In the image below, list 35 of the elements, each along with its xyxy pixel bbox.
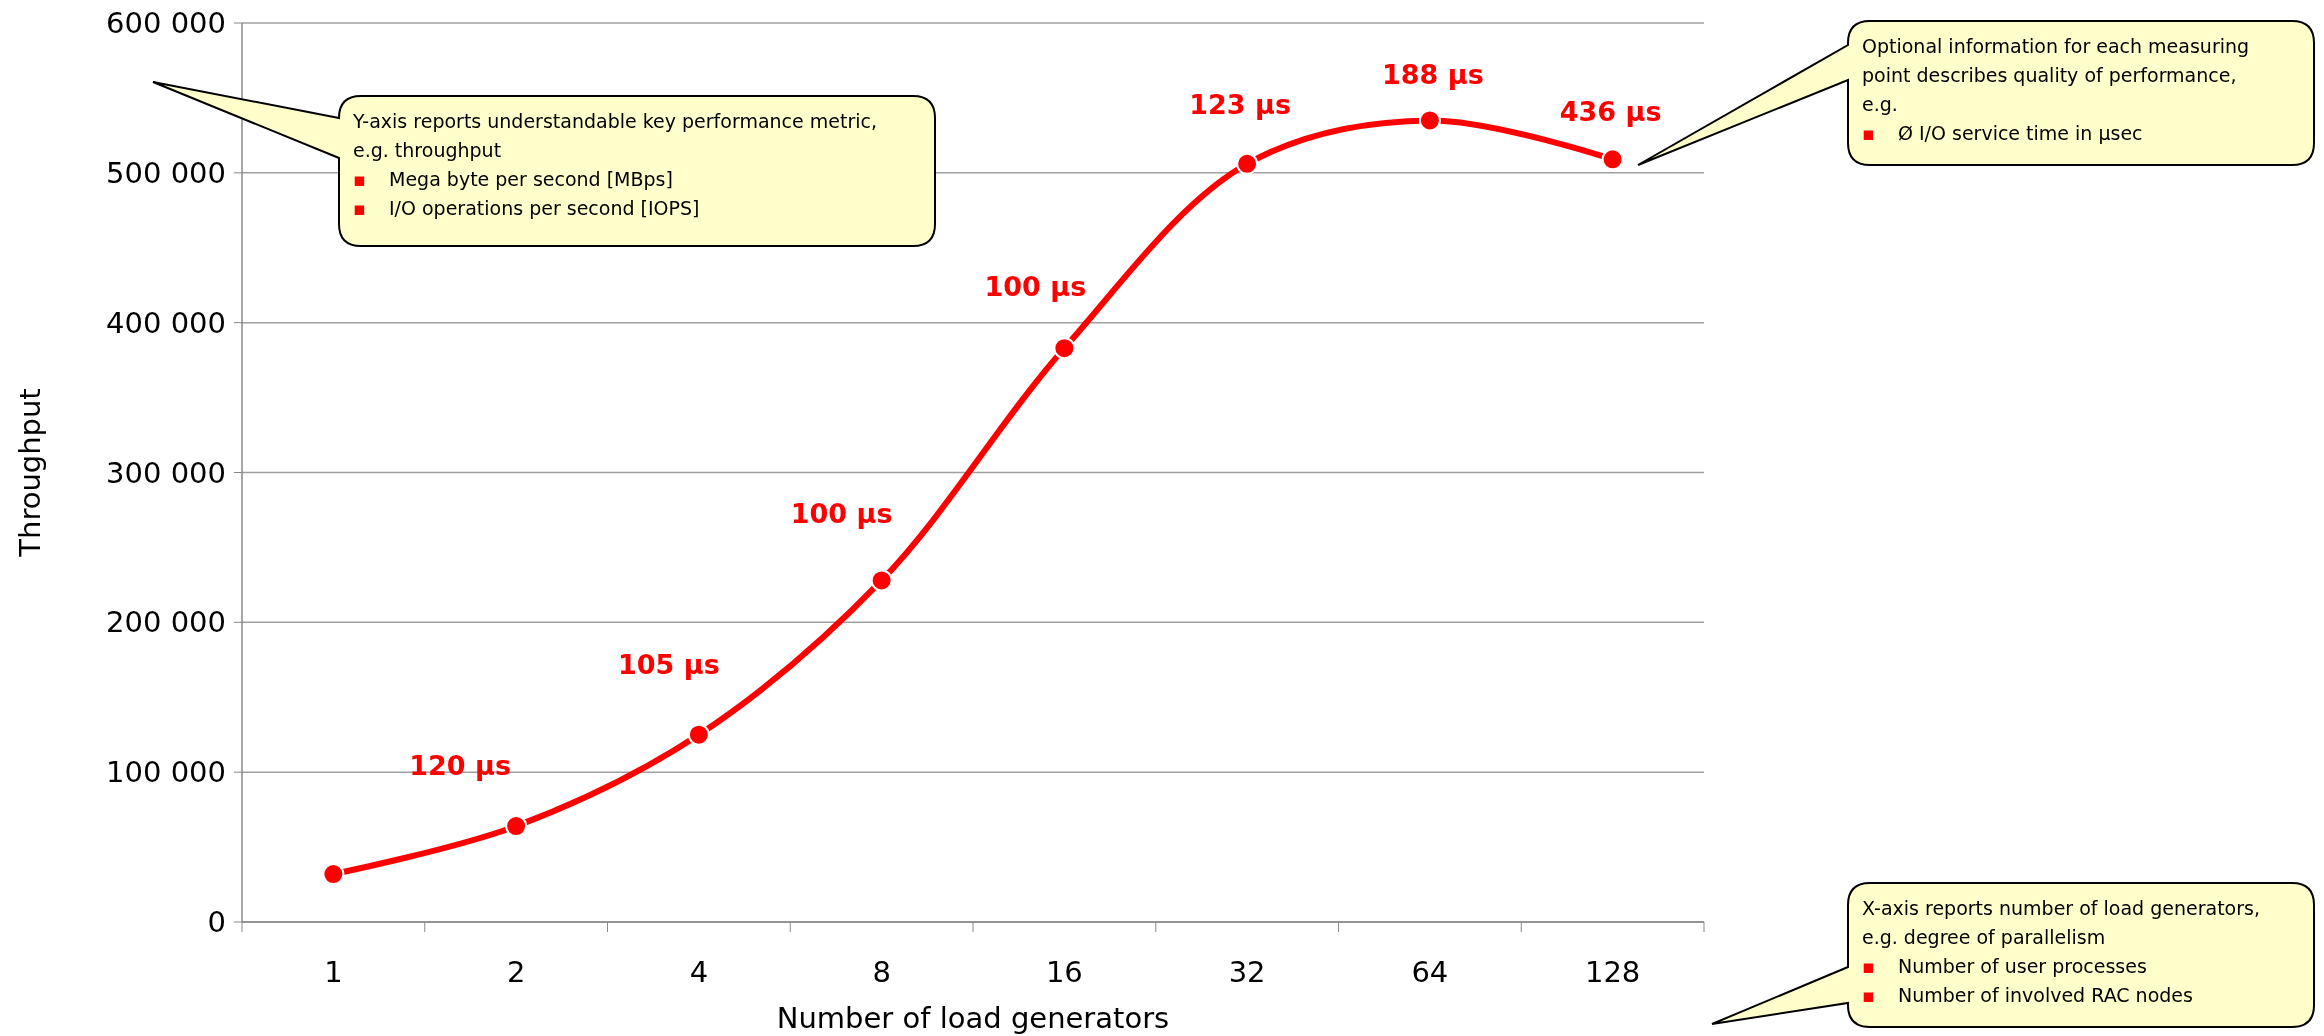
point: [505, 815, 528, 838]
annotation: 105 µs: [618, 648, 720, 680]
point: [687, 723, 710, 746]
point: [1418, 109, 1441, 132]
y-tick-label: 0: [207, 905, 226, 940]
point: [1601, 148, 1624, 171]
annotation: 100 µs: [790, 498, 893, 530]
x-tick-label: 2: [506, 955, 526, 989]
y-axis-title: Throughput: [13, 388, 47, 558]
y-tick-label: 500 000: [106, 155, 226, 190]
x-tick-label: 32: [1228, 955, 1266, 989]
point: [870, 569, 893, 592]
y-tick-label: 400 000: [106, 305, 226, 340]
x-tick-label: 64: [1411, 955, 1449, 989]
x-tick-label: 4: [689, 955, 709, 989]
x-tick-label: 16: [1045, 955, 1083, 989]
point: [322, 863, 345, 886]
text: X-axis reports number of load generators, e.g. degree of parallelism ▪ Number of user processes ▪ Number of involved RAC nodes: [1862, 897, 2260, 1006]
x-tick-label: 128: [1584, 955, 1641, 989]
annotation: 188 µs: [1382, 59, 1484, 91]
annotation: 120 µs: [409, 750, 511, 782]
annotation: 436 µs: [1559, 96, 1662, 128]
y-tick-label: 600 000: [106, 6, 226, 41]
x-tick-label: 1: [324, 955, 343, 989]
y-tick-label: 100 000: [106, 755, 226, 790]
x-axis-title: Number of load generators: [776, 1001, 1170, 1035]
point: [1053, 337, 1076, 360]
point: [1236, 152, 1259, 175]
text: Y-axis reports understandable key performance metric, e.g. throughput ▪ Mega byte per second [MBps] ▪ I/O operations per second [IOPS]: [353, 110, 877, 219]
y-tick-label: 200 000: [106, 605, 226, 640]
x-tick-label: 8: [872, 955, 891, 989]
annotation: 123 µs: [1189, 88, 1291, 120]
annotation: 100 µs: [984, 271, 1087, 303]
y-tick-label: 300 000: [106, 455, 226, 490]
text: Optional information for each measuring point describes quality of performance, e.g. ▪ Ø I/O service time in µsec: [1862, 35, 2250, 144]
